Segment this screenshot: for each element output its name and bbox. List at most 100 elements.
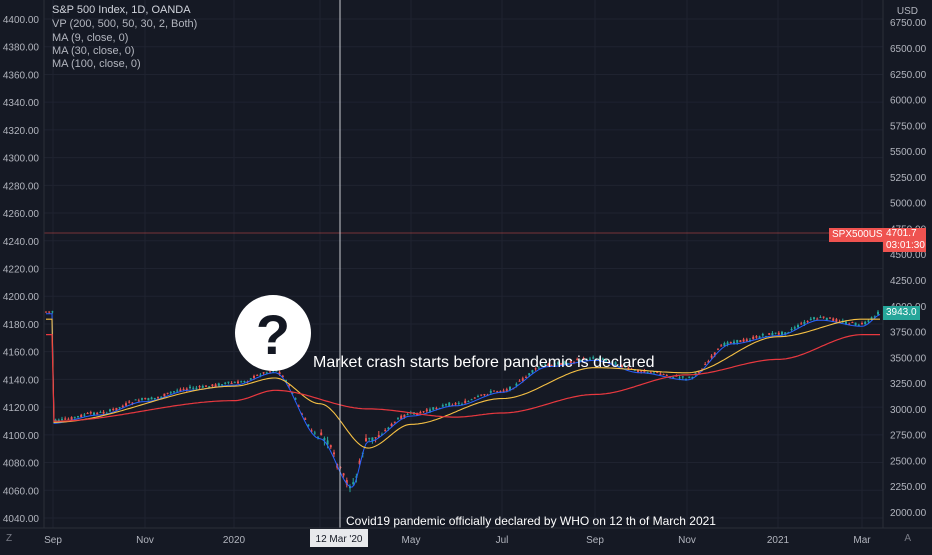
candle-body (243, 381, 246, 383)
candle-body (457, 402, 460, 404)
left-axis-tick-label: 4380.00 (3, 43, 40, 54)
candle-body (499, 391, 502, 393)
candle-body (864, 321, 867, 325)
candle-body (643, 370, 646, 373)
candle-body (729, 342, 732, 344)
zoom-button[interactable]: Z (6, 533, 13, 544)
candle-body (848, 323, 851, 325)
candle-body (509, 386, 511, 391)
candle-body (83, 414, 86, 416)
indicator-vp[interactable]: VP (200, 500, 50, 30, 2, Both) (52, 18, 198, 30)
candle-body (825, 317, 828, 321)
candle-body (256, 374, 259, 376)
candle-body (675, 375, 678, 377)
candle-body (541, 364, 543, 366)
candle-body (368, 437, 371, 439)
candle-body (294, 398, 297, 400)
candle-body (870, 317, 873, 319)
candle-body (681, 376, 684, 378)
candle-body (249, 378, 252, 380)
left-axis-tick-label: 4180.00 (3, 320, 40, 331)
right-axis-tick-label: 5500.00 (890, 147, 927, 158)
candle-body (707, 361, 710, 363)
candle-body (790, 328, 793, 330)
candle-body (557, 362, 559, 364)
candle-body (144, 398, 147, 400)
candle-body (310, 430, 313, 432)
candle-body (93, 412, 95, 415)
candle-body (377, 435, 380, 438)
candle-body (624, 366, 627, 368)
x-axis-tick-label: 2020 (223, 535, 246, 546)
candle-body (774, 332, 777, 334)
candle-body (777, 332, 780, 335)
candle-body (406, 414, 409, 416)
x-axis-tick-label: Nov (136, 535, 154, 546)
plot-pane (44, 0, 883, 528)
candle-body (835, 319, 838, 322)
candle-body (61, 418, 63, 420)
candle-body (435, 407, 438, 409)
x-axis-tick-label: Nov (678, 535, 696, 546)
candle-body (637, 369, 639, 373)
candle-body (781, 331, 783, 335)
candle-body (345, 480, 348, 485)
last-price-tag: 3943.0 (883, 306, 920, 320)
candle-body (710, 355, 713, 358)
candle-body (304, 418, 307, 420)
candle-body (829, 317, 831, 319)
candle-body (656, 371, 659, 373)
candle-body (259, 374, 262, 376)
candle-body (425, 409, 428, 412)
candle-body (121, 405, 124, 408)
candle-body (822, 316, 825, 318)
candle-body (269, 371, 271, 373)
candle-body (704, 364, 707, 366)
candle-body (89, 412, 92, 414)
candle-body (115, 407, 118, 411)
candle-body (672, 376, 675, 378)
right-axis-tick-label: 3500.00 (890, 353, 927, 364)
symbol-price-tag-label: SPX500USD (829, 228, 893, 242)
x-axis-tick-label: May (402, 535, 421, 546)
candle-body (531, 370, 534, 373)
candle-body (253, 375, 255, 378)
candle-body (854, 322, 857, 326)
right-axis-tick-label: 2000.00 (890, 508, 927, 519)
candle-body (48, 311, 51, 313)
candle-body (758, 336, 761, 338)
candle-body (659, 373, 662, 376)
candle-body (621, 365, 623, 367)
candle-body (461, 403, 463, 405)
candle-body (851, 322, 854, 324)
candle-body (445, 404, 447, 406)
candle-body (67, 418, 70, 420)
right-axis-tick-label: 6500.00 (890, 44, 927, 55)
auto-scale-button[interactable]: A (904, 533, 911, 544)
indicator-ma9[interactable]: MA (9, close, 0) (52, 32, 129, 44)
indicator-ma100[interactable]: MA (100, close, 0) (52, 58, 141, 70)
candle-body (179, 389, 182, 392)
candle-body (736, 339, 739, 343)
candle-body (515, 383, 518, 386)
candle-body (400, 415, 403, 420)
candle-body (189, 386, 191, 389)
candle-body (480, 394, 483, 396)
symbol-title[interactable]: S&P 500 Index, 1D, OANDA (52, 4, 191, 16)
candle-body (521, 378, 524, 381)
crosshair-date-label: 12 Mar '20 (316, 534, 363, 545)
candle-body (227, 381, 230, 383)
candle-body (205, 385, 207, 387)
candle-body (560, 363, 563, 365)
candle-body (313, 432, 316, 434)
x-axis-tick-label: Sep (586, 535, 604, 546)
candle-body (390, 423, 393, 427)
candle-body (502, 390, 505, 392)
candle-body (873, 316, 876, 318)
candle-body (141, 398, 143, 400)
indicator-ma30[interactable]: MA (30, close, 0) (52, 45, 135, 57)
candle-body (70, 417, 73, 421)
candle-body (153, 397, 156, 399)
